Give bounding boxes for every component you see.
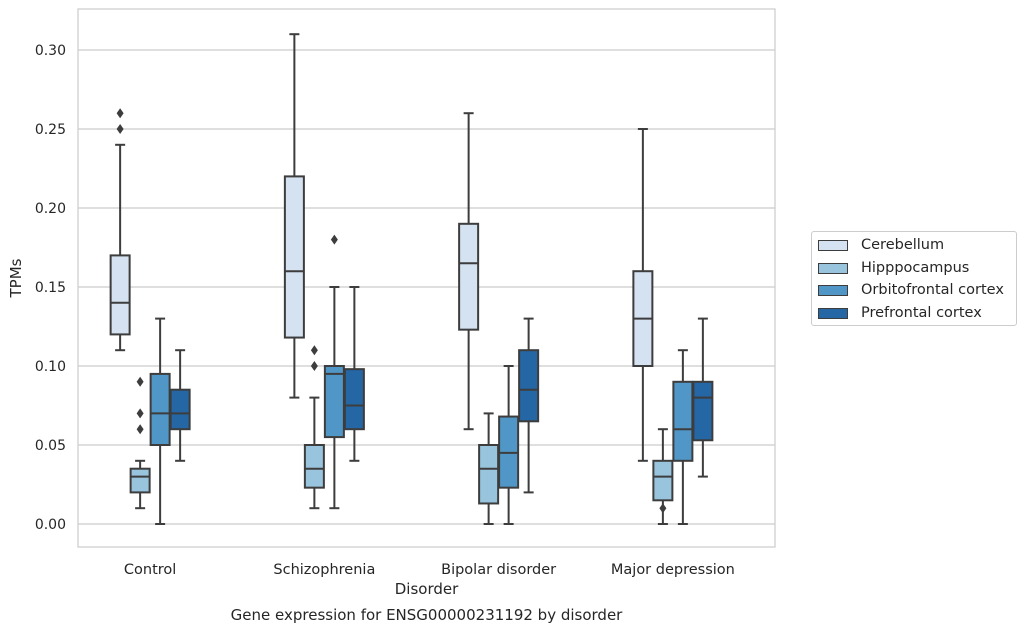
- box-body-prefrontal-cortex: [169, 388, 191, 431]
- box-0-3: [632, 128, 654, 462]
- legend-swatch-cerebellum: [818, 239, 848, 251]
- outlier-hipppocampus-0: [136, 424, 144, 435]
- outlier-hipppocampus-0: [659, 503, 667, 514]
- box-body-hipppocampus: [652, 459, 674, 502]
- y-tick-label-2: 0.10: [35, 359, 66, 375]
- box-body-orbitofrontal-cortex: [149, 372, 171, 446]
- legend-label-prefrontal-cortex: Prefrontal cortex: [861, 305, 982, 321]
- legend: Cerebellum Hipppocampus Orbitofrontal co…: [811, 231, 1017, 326]
- grid-lines: [78, 49, 775, 525]
- outlier-hipppocampus-1: [310, 345, 318, 356]
- y-axis-title: TPMs: [7, 258, 25, 298]
- box-1-2: [478, 412, 500, 525]
- chart-caption: Gene expression for ENSG00000231192 by d…: [230, 606, 623, 624]
- legend-label-orbitofrontal-cortex: Orbitofrontal cortex: [861, 282, 1004, 298]
- y-tick-label-6: 0.30: [35, 43, 66, 59]
- x-tick-label-0: Control: [124, 562, 176, 578]
- box-3-3: [692, 317, 714, 478]
- box-body-orbitofrontal-cortex: [672, 380, 694, 462]
- x-tick-label-1: Schizophrenia: [273, 562, 375, 578]
- legend-item-prefrontal-cortex: Prefrontal cortex: [818, 304, 982, 322]
- box-3-1: [343, 286, 365, 462]
- legend-label-hipppocampus: Hipppocampus: [861, 260, 970, 276]
- plot-frame: [77, 8, 776, 548]
- box-3-0: [169, 349, 191, 462]
- y-tick-label-5: 0.25: [35, 122, 66, 138]
- legend-swatch-hipppocampus: [818, 262, 848, 274]
- boxes: [109, 33, 714, 525]
- y-tick-label-4: 0.20: [35, 201, 66, 217]
- box-0-2: [458, 112, 480, 431]
- legend-label-cerebellum: Cerebellum: [861, 237, 945, 253]
- box-body-prefrontal-cortex: [692, 380, 714, 442]
- outlier-hipppocampus-0: [310, 361, 318, 371]
- legend-item-hipppocampus: Hipppocampus: [818, 259, 969, 277]
- x-tick-label-2: Bipolar disorder: [441, 562, 556, 578]
- x-tick-labels: Control Schizophrenia Bipolar disorder Majo…: [124, 562, 735, 578]
- legend-item-cerebellum: Cerebellum: [818, 236, 944, 254]
- y-tick-label-3: 0.15: [35, 280, 66, 296]
- box-body-cerebellum: [109, 254, 131, 336]
- legend-item-orbitofrontal-cortex: Orbitofrontal cortex: [818, 281, 1004, 299]
- legend-swatch-prefrontal-cortex: [818, 307, 848, 319]
- box-body-prefrontal-cortex: [518, 349, 540, 423]
- box-1-0: [129, 376, 151, 510]
- box-body-cerebellum: [283, 175, 305, 339]
- y-tick-labels: 0.00 0.05 0.10 0.15 0.20 0.25 0.30: [35, 43, 66, 533]
- outlier-hipppocampus-1: [136, 408, 144, 419]
- box-body-hipppocampus: [129, 467, 151, 494]
- box-body-hipppocampus: [303, 444, 325, 489]
- box-0-1: [283, 33, 305, 399]
- box-1-3: [652, 428, 674, 525]
- outlier-hipppocampus-2: [136, 376, 144, 387]
- box-body-hipppocampus: [478, 444, 500, 505]
- box-2-2: [498, 365, 520, 525]
- box-3-2: [518, 317, 540, 494]
- box-body-prefrontal-cortex: [343, 368, 365, 431]
- box-body-orbitofrontal-cortex: [323, 365, 345, 439]
- box-2-3: [672, 349, 694, 525]
- x-axis-title: Disorder: [394, 580, 459, 598]
- outlier-cerebellum-0: [116, 124, 124, 134]
- x-tick-label-3: Major depression: [611, 562, 735, 578]
- box-2-0: [149, 317, 171, 525]
- box-body-cerebellum: [458, 222, 480, 331]
- box-1-1: [303, 345, 325, 510]
- legend-swatch-orbitofrontal-cortex: [818, 284, 848, 296]
- y-tick-label-0: 0.00: [35, 517, 66, 533]
- y-tick-label-1: 0.05: [35, 438, 66, 454]
- outlier-orbitofrontal-cortex-0: [330, 234, 338, 245]
- box-2-1: [323, 234, 345, 510]
- outlier-cerebellum-1: [116, 108, 124, 119]
- box-0-0: [109, 108, 131, 352]
